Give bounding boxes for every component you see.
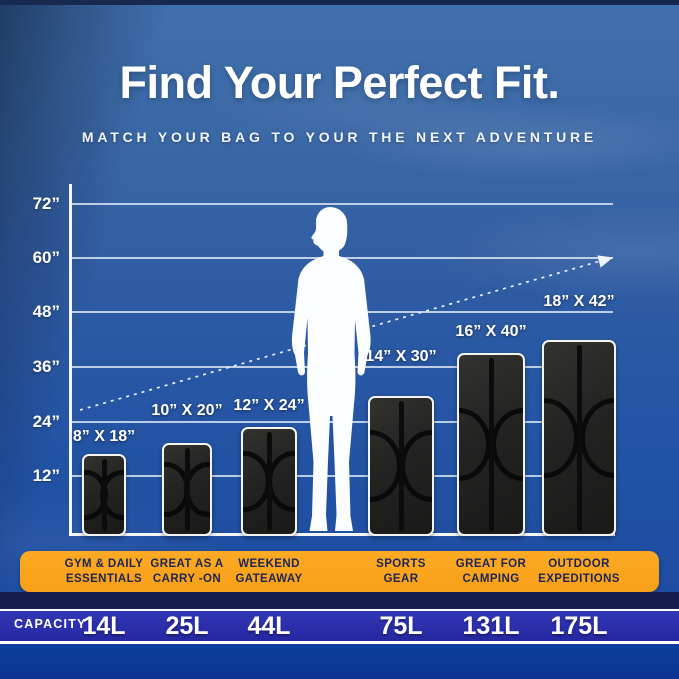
bag-zipper [101, 459, 107, 531]
bag-zipper [576, 345, 582, 531]
y-axis-line [69, 184, 72, 536]
bag-bar-6 [542, 340, 616, 536]
category-item-3: WEEKEND GATEAWAY [207, 557, 331, 587]
person-silhouette [291, 207, 371, 531]
tick-label-24: 24” [32, 412, 60, 431]
category-line: SPORTS [376, 558, 426, 570]
category-line: GREAT AS A [150, 558, 224, 570]
bag-bar-3 [241, 427, 297, 536]
category-line: ESSENTIALS [65, 572, 143, 585]
page-title: Find Your Perfect Fit. [119, 57, 560, 108]
bag-size-label-1: 8” X 18” [72, 428, 136, 445]
bag-strap-arc [544, 398, 579, 478]
bag-strap-arc [370, 430, 402, 502]
category-line: GYM & DAILY [64, 558, 144, 570]
capacity-value-2: 25L [165, 612, 209, 640]
capacity-label: CAPACITY [14, 617, 87, 631]
category-line: CAMPING [462, 572, 520, 585]
tick-label-72: 72” [32, 194, 60, 213]
bag-zipper [266, 432, 272, 531]
bag-size-label-6: 18” X 42” [543, 293, 615, 310]
tick-label-48: 48” [32, 302, 60, 321]
bag-bar-2 [162, 443, 212, 536]
category-line: GREAT FOR [455, 558, 527, 570]
category-line: WEEKEND [238, 558, 300, 570]
capacity-value-1: 14L [82, 612, 126, 640]
category-item-4: SPORTS GEAR [339, 557, 463, 587]
category-item-6: OUTDOOR EXPEDITIONS [517, 557, 641, 587]
capacity-band [0, 609, 679, 644]
bag-size-label-5: 16” X 40” [455, 323, 527, 340]
top-border-strip [0, 0, 679, 5]
capacity-value-5: 131L [462, 612, 520, 640]
bag-strap-arc [490, 407, 523, 482]
category-item-1: GYM & DAILY ESSENTIALS [42, 557, 166, 587]
separator-strip [0, 592, 679, 610]
category-line: OUTDOOR [548, 558, 610, 570]
category-item-2: GREAT AS A CARRY -ON [125, 557, 249, 587]
bottom-background-band [0, 644, 679, 679]
category-line: EXPEDITIONS [538, 572, 620, 585]
category-line: GEAR [383, 572, 419, 585]
capacity-value-6: 175L [550, 612, 608, 640]
page-subtitle: MATCH YOUR BAG TO YOUR THE NEXT ADVENTUR… [81, 129, 598, 145]
tick-label-60: 60” [32, 248, 60, 267]
x-axis-line [69, 533, 615, 536]
bag-strap-arc [459, 407, 492, 482]
tick-label-12: 12” [32, 466, 60, 485]
category-item-5: GREAT FOR CAMPING [429, 557, 553, 587]
bag-bar-4 [368, 396, 434, 536]
bag-zipper [488, 358, 494, 531]
bag-zipper [184, 448, 190, 531]
category-line: CARRY -ON [152, 572, 222, 585]
bag-zipper [398, 401, 404, 531]
bag-strap-arc [400, 430, 432, 502]
bag-strap-arc [579, 398, 614, 478]
category-band [20, 551, 659, 592]
category-line: GATEAWAY [235, 572, 303, 585]
bag-bar-1 [82, 454, 126, 536]
capacity-value-4: 75L [379, 612, 423, 640]
gridline-72 [72, 203, 613, 205]
tick-label-36: 36” [32, 357, 60, 376]
capacity-value-3: 44L [247, 612, 291, 640]
bag-bar-5 [457, 353, 525, 536]
